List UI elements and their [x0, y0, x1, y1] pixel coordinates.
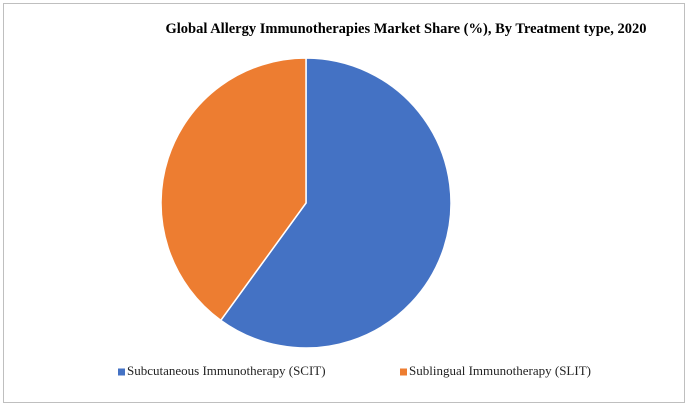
pie-slice: [219, 57, 452, 349]
pie-slice: [160, 57, 307, 322]
legend-label: Sublingual Immunotherapy (SLIT): [409, 363, 591, 378]
chart-title: Global Allergy Immunotherapies Market Sh…: [165, 21, 647, 37]
legend-swatch: [118, 368, 125, 376]
legend-label: Subcutaneous Immunotherapy (SCIT): [127, 363, 326, 378]
legend-swatch: [400, 368, 407, 376]
chart-border: [3, 3, 685, 403]
